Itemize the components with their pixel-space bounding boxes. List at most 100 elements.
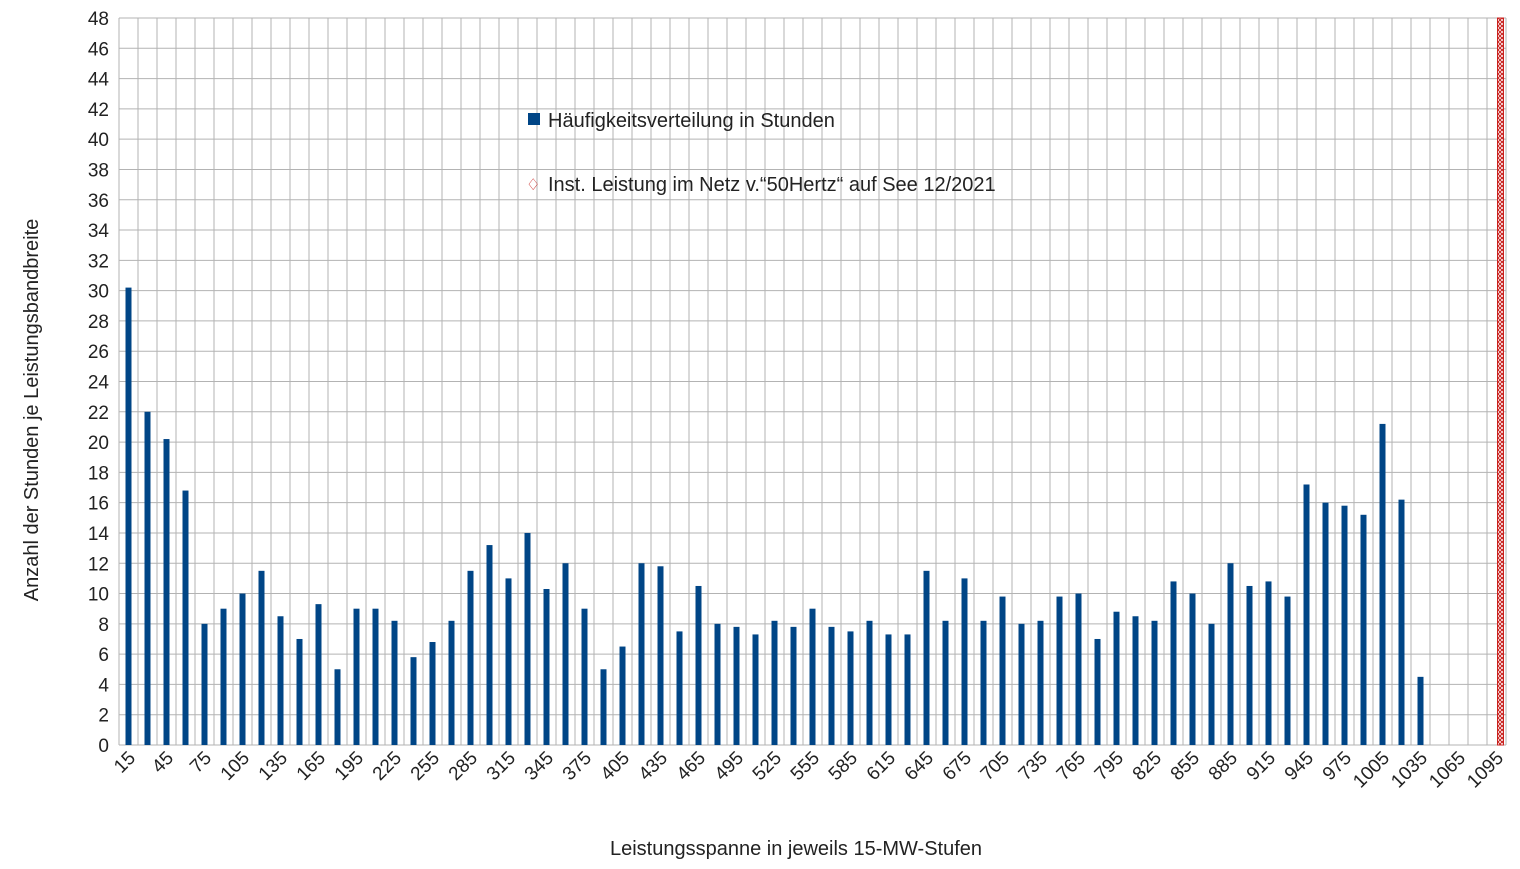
bar (1075, 593, 1082, 745)
bar (638, 563, 645, 745)
x-tick-label: 465 (673, 748, 710, 785)
y-tick-label: 26 (88, 342, 109, 363)
y-tick-label: 20 (88, 433, 109, 454)
bar (1246, 585, 1253, 745)
bar (505, 578, 512, 745)
y-tick-label: 14 (88, 524, 110, 545)
y-tick-label: 38 (88, 160, 109, 181)
bar (581, 608, 588, 745)
bar (1303, 484, 1310, 745)
bar (999, 596, 1006, 745)
bar (1360, 514, 1367, 745)
bar (733, 626, 740, 745)
legend-marker: ♢ (526, 177, 540, 194)
bar (1322, 502, 1329, 745)
bar (619, 646, 626, 745)
bar (1170, 581, 1177, 745)
bar (600, 669, 607, 745)
bar (391, 620, 398, 745)
bar (961, 578, 968, 745)
x-tick-label: 105 (217, 748, 254, 785)
x-tick-label: 1065 (1425, 748, 1470, 793)
x-tick-label: 135 (255, 748, 292, 785)
y-tick-label: 30 (88, 282, 109, 303)
bar (220, 608, 227, 745)
bar (201, 623, 208, 745)
x-tick-label: 615 (863, 748, 900, 785)
x-tick-label: 705 (977, 748, 1014, 785)
bar (125, 287, 132, 745)
y-tick-label: 42 (88, 100, 109, 121)
x-tick-label: 855 (1167, 748, 1204, 785)
x-axis-title: Leistungsspanne in jeweils 15-MW-Stufen (610, 838, 982, 860)
y-tick-label: 48 (88, 9, 109, 30)
bar (1132, 616, 1139, 745)
x-tick-label: 375 (559, 748, 596, 785)
x-tick-label: 345 (521, 748, 558, 785)
bar-hatched (1497, 17, 1504, 746)
x-tick-label: 255 (407, 748, 444, 785)
bar (866, 620, 873, 745)
bar (752, 634, 759, 745)
x-tick-label: 585 (825, 748, 862, 785)
bar (353, 608, 360, 745)
bar (410, 657, 417, 745)
bar (182, 490, 189, 745)
bar (1037, 620, 1044, 745)
y-tick-label: 28 (88, 312, 109, 333)
bar (1341, 505, 1348, 745)
x-tick-label: 525 (749, 748, 786, 785)
bar (1379, 423, 1386, 745)
bar (1227, 563, 1234, 745)
y-tick-label: 8 (98, 615, 109, 636)
bar (1094, 638, 1101, 745)
x-tick-label: 1035 (1387, 748, 1432, 793)
bar (429, 642, 436, 745)
y-tick-label: 6 (98, 645, 109, 666)
bar (543, 588, 550, 745)
bar (695, 585, 702, 745)
bar (562, 563, 569, 745)
bar (467, 570, 474, 745)
bar (980, 620, 987, 745)
y-tick-label: 24 (88, 373, 110, 394)
bar (1151, 620, 1158, 745)
bar (1113, 611, 1120, 745)
bar (809, 608, 816, 745)
bar (904, 634, 911, 745)
y-tick-label: 2 (98, 706, 109, 727)
x-tick-label: 195 (331, 748, 368, 785)
bar (277, 616, 284, 745)
bar (1018, 623, 1025, 745)
bar (1189, 593, 1196, 745)
x-tick-label: 1095 (1463, 748, 1508, 793)
bar (258, 570, 265, 745)
bar (372, 608, 379, 745)
y-axis-title: Anzahl der Stunden je Leistungsbandbreit… (21, 219, 43, 602)
bar (1208, 623, 1215, 745)
bar (1284, 596, 1291, 745)
y-tick-label: 32 (88, 251, 109, 272)
x-tick-label: 765 (1053, 748, 1090, 785)
y-tick-label: 34 (88, 221, 110, 242)
bar (486, 545, 493, 745)
x-tick-label: 885 (1205, 748, 1242, 785)
x-tick-label: 45 (148, 748, 178, 778)
x-tick-label: 15 (110, 748, 140, 778)
bar (657, 566, 664, 745)
x-tick-label: 75 (186, 748, 216, 778)
bar (315, 604, 322, 745)
y-tick-label: 40 (88, 130, 109, 151)
bar (790, 626, 797, 745)
bar (676, 631, 683, 745)
bar (942, 620, 949, 745)
x-tick-label: 165 (293, 748, 330, 785)
bar (714, 623, 721, 745)
legend-marker (528, 113, 540, 125)
y-tick-label: 44 (88, 70, 110, 91)
y-tick-label: 16 (88, 494, 109, 515)
bar (239, 593, 246, 745)
bar (771, 620, 778, 745)
x-tick-label: 285 (445, 748, 482, 785)
bar (1056, 596, 1063, 745)
